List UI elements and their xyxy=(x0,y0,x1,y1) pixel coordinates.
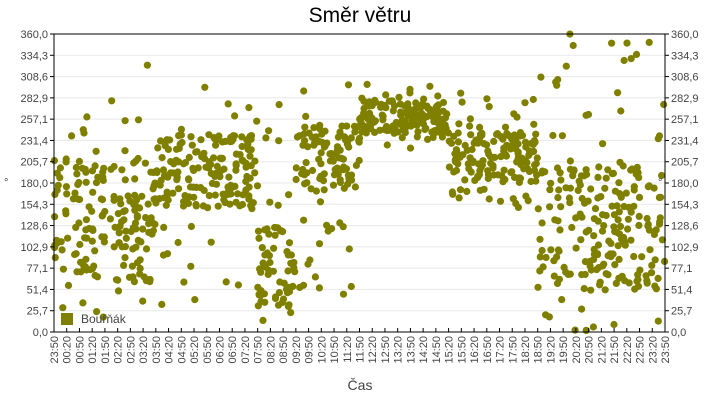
y-tick-label: 180,0 xyxy=(20,178,48,190)
x-tick-label: 12:50 xyxy=(380,336,392,364)
x-tick-label: 09:20 xyxy=(291,336,303,364)
legend-label: Bouřňák xyxy=(81,312,127,326)
y-tick-label: 257,1 xyxy=(20,114,48,126)
x-tick-label: 03:50 xyxy=(151,336,163,364)
x-tick-label: 23:50 xyxy=(49,336,61,364)
x-tick-label: 23:50 xyxy=(660,336,672,364)
x-axis: 23:50 00:20 00:50 01:20 01:50 02:20 02:50 03:20… xyxy=(49,328,672,364)
y-tick-label: 282,9 xyxy=(20,93,48,105)
y-tick-label: 0,0 xyxy=(33,327,48,339)
y-tick-label: 231,4 xyxy=(20,135,48,147)
x-tick-label: 21:50 xyxy=(609,336,621,364)
y-tick-label: 360,0 xyxy=(20,29,48,41)
y-tick-label-right: 0,0 xyxy=(671,327,686,339)
x-tick-label: 01:20 xyxy=(87,336,99,364)
x-tick-label: 22:20 xyxy=(622,336,634,364)
x-tick-label: 20:20 xyxy=(571,336,583,364)
y-tick-label: 102,9 xyxy=(20,242,48,254)
x-tick-label: 07:20 xyxy=(240,336,252,364)
y-tick-label-right: 77,1 xyxy=(671,263,692,275)
x-tick-label: 10:20 xyxy=(316,336,328,364)
x-tick-label: 05:20 xyxy=(189,336,201,364)
y-tick-label-right: 334,3 xyxy=(671,50,699,62)
y-tick-label: 205,7 xyxy=(20,157,48,169)
y-tick-label-right: 257,1 xyxy=(671,114,699,126)
x-tick-label: 17:20 xyxy=(495,336,507,364)
x-tick-label: 05:50 xyxy=(202,336,214,364)
chart-title: Směr větru xyxy=(308,4,412,27)
y-tick-label-right: 51,4 xyxy=(671,284,692,296)
x-tick-label: 16:20 xyxy=(469,336,481,364)
y-tick-label-right: 180,0 xyxy=(671,178,699,190)
x-tick-label: 23:20 xyxy=(647,336,659,364)
x-tick-label: 02:20 xyxy=(113,336,125,364)
data-points xyxy=(50,30,669,334)
y-tick-label-right: 282,9 xyxy=(671,93,699,105)
y-axis-title-right: ° xyxy=(658,177,662,189)
x-tick-label: 01:50 xyxy=(100,336,112,364)
x-tick-label: 06:20 xyxy=(214,336,226,364)
y-tick-label: 77,1 xyxy=(27,263,48,275)
x-tick-label: 11:20 xyxy=(342,336,354,363)
x-tick-label: 04:20 xyxy=(164,336,176,364)
x-tick-label: 03:20 xyxy=(138,336,150,364)
y-tick-label-right: 25,7 xyxy=(671,306,692,318)
x-tick-label: 21:20 xyxy=(596,336,608,364)
x-tick-label: 16:50 xyxy=(482,336,494,364)
x-tick-label: 11:50 xyxy=(355,336,367,363)
y-axis-right: 0,0 25,7 51,4 77,1 102,9 128,6 154,3 180,0 205,7… xyxy=(665,29,699,339)
x-tick-label: 10:50 xyxy=(329,336,341,364)
x-tick-label: 14:50 xyxy=(431,336,443,364)
x-tick-label: 18:50 xyxy=(533,336,545,364)
y-tick-label-right: 205,7 xyxy=(671,157,699,169)
x-tick-label: 15:50 xyxy=(456,336,468,364)
x-tick-label: 18:20 xyxy=(520,336,532,364)
legend: Bouřňák xyxy=(61,312,127,326)
x-tick-label: 13:50 xyxy=(405,336,417,364)
x-tick-label: 22:50 xyxy=(635,336,647,364)
y-axis-title-left: ° xyxy=(4,177,8,189)
y-tick-label-right: 154,3 xyxy=(671,199,699,211)
y-tick-label: 154,3 xyxy=(20,199,48,211)
x-tick-label: 02:50 xyxy=(125,336,137,364)
x-tick-label: 17:50 xyxy=(507,336,519,364)
x-tick-label: 19:20 xyxy=(545,336,557,364)
y-tick-label: 334,3 xyxy=(20,50,48,62)
y-tick-label-right: 102,9 xyxy=(671,242,699,254)
y-tick-label: 308,6 xyxy=(20,72,48,84)
x-tick-label: 08:20 xyxy=(265,336,277,364)
x-tick-label: 00:50 xyxy=(74,336,86,364)
y-tick-label-right: 128,6 xyxy=(671,221,699,233)
x-tick-label: 13:20 xyxy=(393,336,405,364)
y-axis-left: 0,0 25,7 51,4 77,1 102,9 128,6 154,3 180,0 205,7… xyxy=(20,29,54,339)
x-tick-label: 09:50 xyxy=(304,336,316,364)
x-tick-label: 14:20 xyxy=(418,336,430,364)
x-tick-label: 07:50 xyxy=(253,336,265,364)
y-tick-label: 51,4 xyxy=(27,284,48,296)
x-tick-label: 00:20 xyxy=(62,336,74,364)
x-tick-label: 12:20 xyxy=(367,336,379,364)
x-tick-label: 15:20 xyxy=(444,336,456,364)
x-tick-label: 08:50 xyxy=(278,336,290,364)
x-tick-label: 04:50 xyxy=(176,336,188,364)
x-tick-label: 19:50 xyxy=(558,336,570,364)
y-tick-label-right: 360,0 xyxy=(671,29,699,41)
x-tick-label: 06:50 xyxy=(227,336,239,364)
x-axis-title: Čas xyxy=(348,377,373,393)
y-tick-label-right: 231,4 xyxy=(671,135,699,147)
y-tick-label: 25,7 xyxy=(27,306,48,318)
y-tick-label: 128,6 xyxy=(20,221,48,233)
legend-swatch xyxy=(61,313,73,325)
x-tick-label: 20:50 xyxy=(584,336,596,364)
y-tick-label-right: 308,6 xyxy=(671,72,699,84)
